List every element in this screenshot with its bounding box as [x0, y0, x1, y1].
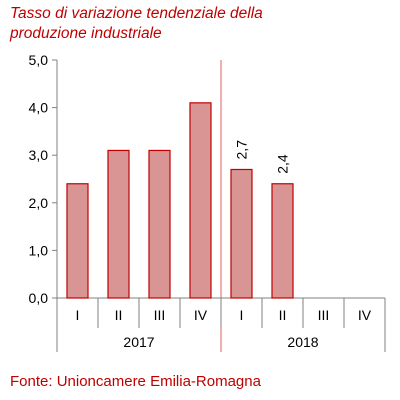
bar — [189, 102, 212, 299]
group-label: 2017 — [123, 334, 154, 350]
y-tick-label: 0,0 — [29, 290, 49, 306]
x-tick-label: IV — [358, 307, 372, 323]
x-tick-label: III — [318, 307, 330, 323]
bar — [66, 183, 89, 299]
source-note: Fonte: Unioncamere Emilia-Romagna — [10, 373, 261, 390]
x-tick-label: II — [115, 307, 123, 323]
y-tick-label: 5,0 — [29, 52, 49, 68]
x-tick-label: I — [240, 307, 244, 323]
x-tick-label: I — [76, 307, 80, 323]
y-tick-label: 4,0 — [29, 100, 49, 116]
data-label: 2,7 — [234, 140, 250, 160]
bar — [230, 168, 253, 299]
bar — [271, 183, 294, 299]
y-tick-label: 3,0 — [29, 147, 49, 163]
x-tick-label: III — [154, 307, 166, 323]
y-tick-label: 2,0 — [29, 195, 49, 211]
chart-title: Tasso di variazione tendenziale della pr… — [10, 4, 400, 44]
group-label: 2018 — [287, 334, 318, 350]
bar — [148, 149, 171, 299]
data-label: 2,4 — [275, 154, 291, 174]
y-tick-label: 1,0 — [29, 242, 49, 258]
x-tick-label: II — [279, 307, 287, 323]
chart-title-line-2: produzione industriale — [10, 25, 162, 42]
bar — [107, 149, 130, 299]
chart-title-line-1: Tasso di variazione tendenziale della — [10, 5, 263, 22]
x-tick-label: IV — [194, 307, 208, 323]
